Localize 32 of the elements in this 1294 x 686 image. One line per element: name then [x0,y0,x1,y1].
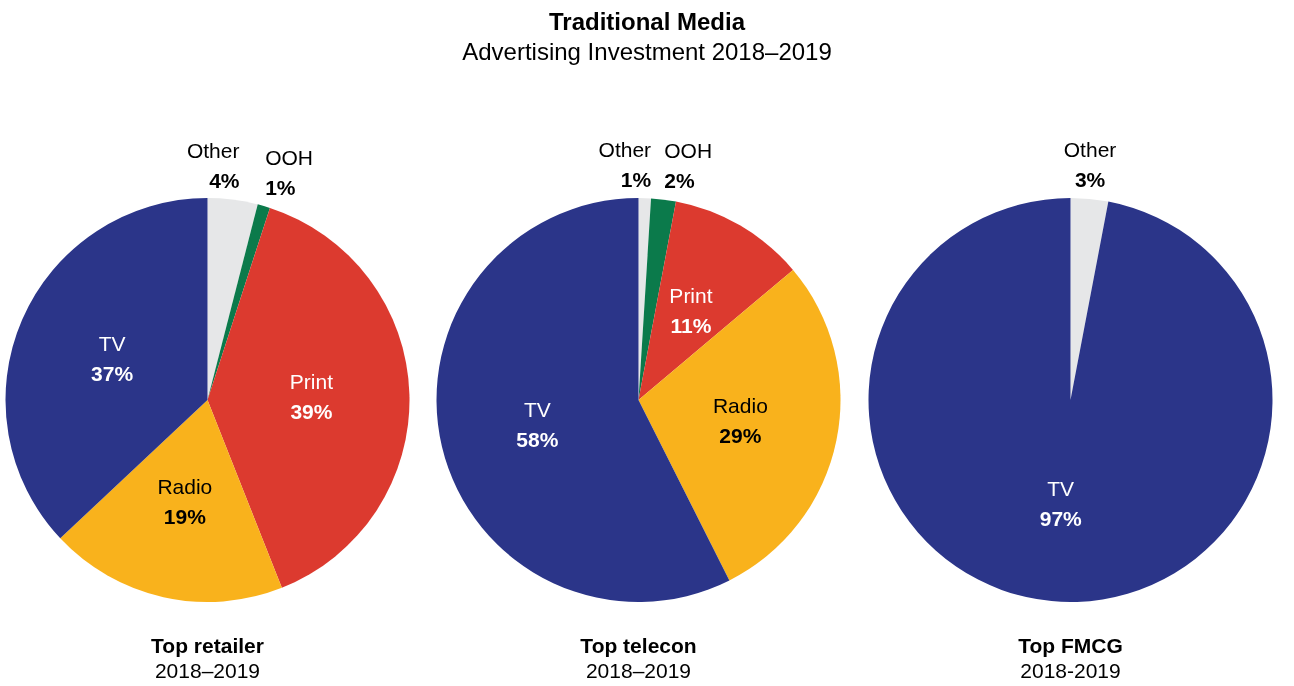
data-label: 37% [91,362,134,386]
slice-label: Other [1063,138,1116,162]
data-label: 97% [1039,507,1082,531]
text: 2018–2019 [586,659,692,682]
slice-label: TV [1046,477,1074,501]
slice-label: Print [289,370,334,394]
text: Top telecon [580,634,697,657]
slice-label: Other [598,137,652,161]
data-label: 11% [670,313,713,337]
data-label: 19% [163,505,207,528]
text: Advertising Investment 2018–2019 [462,37,832,65]
data-label: 29% [719,424,763,448]
text: 2018-2019 [1019,659,1121,682]
data-label: 39% [290,400,333,424]
data-label: 1% [621,167,652,191]
slice-label: OOH [664,139,713,163]
text: Traditional Media [548,7,746,35]
slice-label: Radio [157,475,213,498]
data-label: 1% [265,175,296,199]
data-label: 58% [516,427,559,451]
text: Top FMCG [1017,634,1123,657]
slice-label: Radio [713,394,769,418]
text: Top retailer [151,634,264,657]
slice-label: TV [524,397,552,421]
text: 2018–2019 [154,659,261,682]
slice-label: Print [669,283,714,307]
slice-label: TV [98,332,126,356]
data-label: 3% [1074,168,1106,192]
slice-label: Other [186,139,240,163]
slice-label: OOH [265,145,313,169]
data-label: 2% [664,169,696,193]
data-label: 4% [209,169,240,193]
